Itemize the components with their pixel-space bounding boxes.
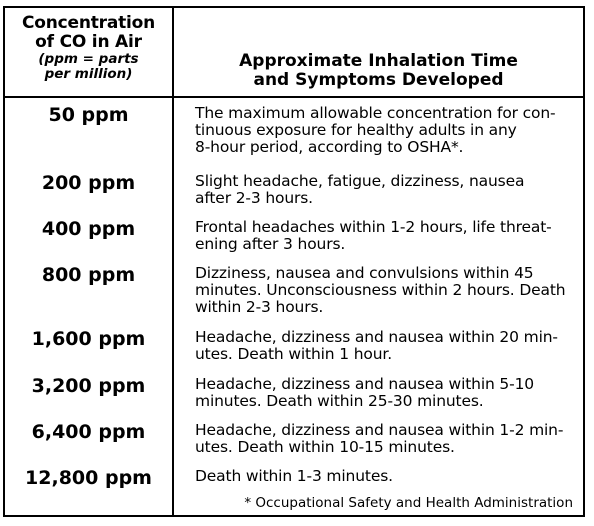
concentration-value: 200 ppm xyxy=(41,172,136,194)
footnote: * Occupational Safety and Health Adminis… xyxy=(244,495,573,511)
symptoms-column-header: Approximate Inhalation Time and Symptoms… xyxy=(174,52,583,90)
co-concentration-table: Concentration of CO in Air (ppm = parts … xyxy=(3,6,585,517)
symptoms-header-line: and Symptoms Developed xyxy=(253,70,504,90)
symptoms-text: The maximum allowable concentration for … xyxy=(195,104,556,156)
symptoms-text: Headache, dizziness and nausea within 5-… xyxy=(195,375,535,410)
concentration-header-note: (ppm = parts xyxy=(38,51,139,67)
symptoms-text: Slight headache, fatigue, dizziness, nau… xyxy=(195,172,525,207)
concentration-header-line: of CO in Air xyxy=(35,32,142,52)
symptoms-text: Death within 1-3 minutes. xyxy=(195,467,393,485)
concentration-header-note: per million) xyxy=(44,66,133,82)
concentration-value: 12,800 ppm xyxy=(25,467,152,489)
concentration-header-line: Concentration xyxy=(21,13,156,33)
cropped-text-fragment xyxy=(576,0,580,4)
concentration-value: 800 ppm xyxy=(41,264,136,286)
concentration-column-header: Concentration of CO in Air (ppm = parts … xyxy=(5,14,172,82)
concentration-value: 1,600 ppm xyxy=(31,328,146,350)
symptoms-header-line: Approximate Inhalation Time xyxy=(239,51,518,71)
symptoms-text: Headache, dizziness and nausea within 1-… xyxy=(195,421,564,456)
symptoms-text: Frontal headaches within 1-2 hours, life… xyxy=(195,218,552,253)
concentration-value: 3,200 ppm xyxy=(31,375,146,397)
concentration-value: 6,400 ppm xyxy=(31,421,146,443)
column-divider xyxy=(172,8,174,515)
symptoms-text: Headache, dizziness and nausea within 20… xyxy=(195,328,558,363)
concentration-value: 400 ppm xyxy=(41,218,136,240)
concentration-value: 50 ppm xyxy=(48,104,129,126)
header-divider xyxy=(5,96,583,98)
symptoms-text: Dizziness, nausea and convulsions within… xyxy=(195,264,566,316)
